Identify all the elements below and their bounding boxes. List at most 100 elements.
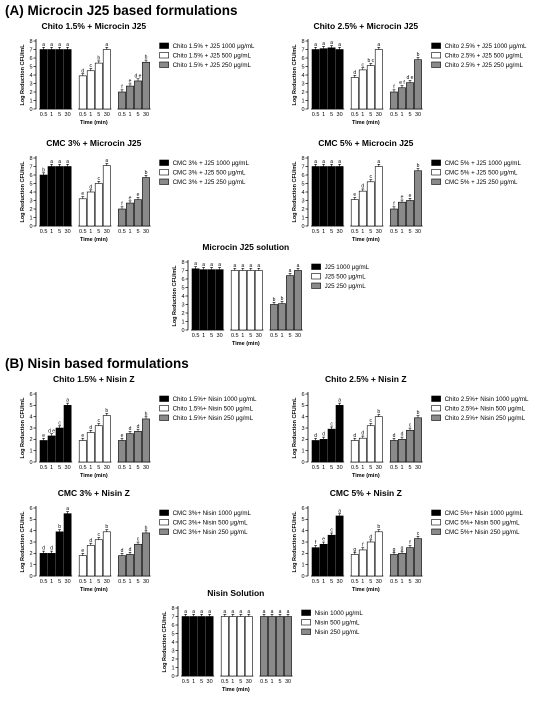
significance-label: c xyxy=(98,418,101,424)
significance-label: a xyxy=(194,261,197,267)
significance-label: c xyxy=(409,423,412,429)
legend-swatch xyxy=(431,528,441,535)
bar xyxy=(47,435,56,463)
x-tick-label: 5 xyxy=(58,579,61,585)
x-tick-label: 0.5 xyxy=(40,229,48,235)
y-tick-label: 1 xyxy=(29,215,32,221)
y-axis-label: Log Reduction CFU/mL xyxy=(20,397,26,459)
x-tick-label: 30 xyxy=(104,465,110,471)
x-axis-label: Time (min) xyxy=(80,473,108,479)
x-tick-label: 1 xyxy=(322,579,325,585)
significance-label: b xyxy=(145,525,148,531)
bar xyxy=(398,553,406,577)
y-tick-label: 5 xyxy=(181,285,184,291)
legend-label: J25 500 μg/mL xyxy=(325,274,367,281)
significance-label: b xyxy=(42,167,45,173)
y-tick-label: 4 xyxy=(29,73,32,79)
bar xyxy=(55,427,64,463)
y-tick-label: 0 xyxy=(29,574,32,580)
bar xyxy=(366,541,375,577)
significance-label: b xyxy=(145,170,148,176)
bar xyxy=(311,49,320,110)
y-tick-label: 5 xyxy=(301,64,304,70)
bar xyxy=(55,166,64,227)
bar xyxy=(181,616,190,677)
bar xyxy=(276,616,284,677)
legend-label: CMC 5%+ Nisin 500 μg/mL xyxy=(445,520,520,527)
y-axis-label: Log Reduction CFU/mL xyxy=(172,265,178,327)
bar xyxy=(414,417,422,463)
x-tick-label: 5 xyxy=(97,465,100,471)
legend-label: CMC 3%+ Nisin 1000 μg/mL xyxy=(173,510,252,517)
x-axis-label: Time (min) xyxy=(352,473,380,479)
y-tick-label: 0 xyxy=(171,674,174,680)
chart-title: Chito 1.5% + Microcin J25 xyxy=(41,21,146,31)
significance-label: b xyxy=(281,296,284,302)
bar xyxy=(102,49,111,110)
x-axis-label: Time (min) xyxy=(80,120,108,126)
significance-label: c xyxy=(90,63,93,69)
x-tick-label: 5 xyxy=(408,579,411,585)
bar xyxy=(294,270,302,331)
bar xyxy=(350,440,359,463)
x-tick-label: 0.5 xyxy=(390,229,398,235)
x-tick-label: 0.5 xyxy=(390,465,398,471)
x-tick-label: 0.5 xyxy=(40,465,48,471)
y-tick-label: 3 xyxy=(301,81,304,87)
chart-panel-3: CMC 3% + Microcin J25 0 1 2 3 4 5 6 7 8 Log Reduct… xyxy=(8,134,278,258)
legend-label: Chito 2.5%+ Nisin 250 μg/mL xyxy=(445,415,526,422)
significance-label: a xyxy=(314,159,317,165)
bar xyxy=(374,166,383,227)
x-tick-label: 30 xyxy=(376,112,382,118)
x-tick-label: 30 xyxy=(415,579,421,585)
x-tick-label: 30 xyxy=(337,579,343,585)
significance-label: b xyxy=(58,524,61,530)
x-tick-label: 1 xyxy=(400,579,403,585)
bar xyxy=(118,555,126,577)
legend-swatch xyxy=(159,169,169,176)
y-tick-label: 0 xyxy=(29,460,32,466)
bar xyxy=(207,269,216,331)
significance-label: e xyxy=(137,192,140,198)
x-tick-label: 5 xyxy=(249,333,252,339)
y-tick-label: 1 xyxy=(301,563,304,569)
legend-label: CMC 5%+ Nisin 1000 μg/mL xyxy=(445,510,524,517)
y-tick-label: 1 xyxy=(29,563,32,569)
x-tick-label: 5 xyxy=(408,465,411,471)
bar xyxy=(398,87,406,110)
y-tick-label: 6 xyxy=(171,623,174,629)
bar xyxy=(366,181,375,227)
significance-label: a xyxy=(66,42,69,48)
bar xyxy=(406,429,414,463)
x-tick-label: 5 xyxy=(288,333,291,339)
x-tick-label: 1 xyxy=(192,679,195,685)
legend-swatch xyxy=(301,609,311,616)
significance-label: a xyxy=(257,263,260,269)
y-tick-label: 5 xyxy=(29,64,32,70)
x-tick-label: 1 xyxy=(128,465,131,471)
bar xyxy=(86,545,95,577)
x-tick-label: 1 xyxy=(128,579,131,585)
bar xyxy=(102,165,111,227)
significance-label: d xyxy=(81,68,84,74)
significance-label: b xyxy=(105,524,108,530)
significance-label: b xyxy=(417,163,420,169)
y-tick-label: 6 xyxy=(301,392,304,398)
y-tick-label: 0 xyxy=(301,460,304,466)
bar xyxy=(350,199,359,227)
bar xyxy=(63,166,72,227)
bar xyxy=(390,208,398,227)
x-tick-label: 0.5 xyxy=(351,465,359,471)
x-tick-label: 0.5 xyxy=(312,579,320,585)
legend-swatch xyxy=(159,405,169,412)
bar xyxy=(254,270,263,331)
x-tick-label: 30 xyxy=(415,112,421,118)
bar xyxy=(39,49,48,110)
legend-label: Nisin 250 μg/mL xyxy=(315,629,360,636)
legend-swatch xyxy=(431,159,441,166)
bar xyxy=(311,440,320,463)
bar xyxy=(230,270,239,331)
bar xyxy=(94,425,103,463)
